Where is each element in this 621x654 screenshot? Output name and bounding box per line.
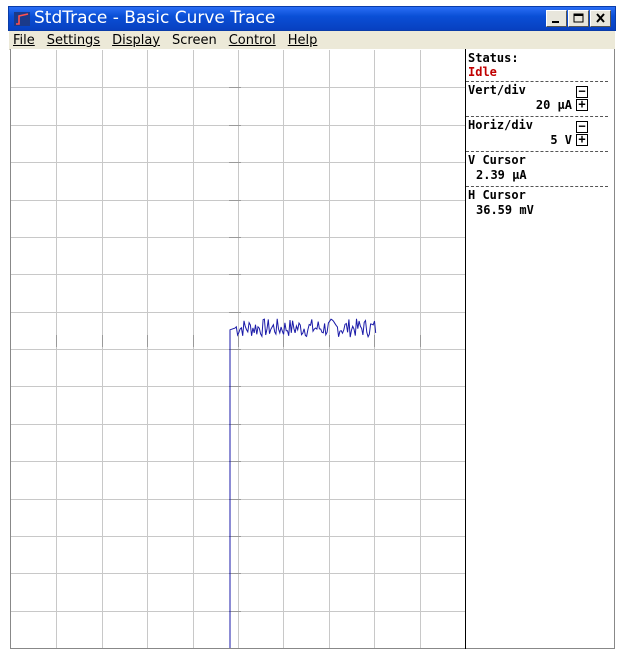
status-panel: Status: Idle Vert/div 20 µA − + Horiz/di… (466, 50, 614, 648)
app-icon (14, 12, 30, 26)
menu-bar: File Settings Display Screen Control Hel… (9, 31, 615, 50)
vert-div-section: Vert/div 20 µA − + (466, 82, 608, 117)
minimize-icon (552, 21, 559, 23)
horiz-increase-button[interactable]: + (576, 132, 588, 146)
trace-line (229, 318, 377, 648)
horiz-div-label: Horiz/div (468, 118, 534, 132)
horiz-div-value: 5 V (550, 133, 572, 147)
vert-div-value: 20 µA (535, 98, 572, 112)
menu-screen[interactable]: Screen (168, 33, 221, 48)
minus-icon: − (578, 119, 586, 133)
trace-plot[interactable] (11, 50, 465, 648)
h-cursor-section: H Cursor 36.59 mV (466, 187, 608, 217)
horiz-decrease-button[interactable]: − (576, 119, 588, 133)
minimize-button[interactable] (546, 10, 567, 27)
minus-icon: − (578, 84, 586, 98)
maximize-button[interactable] (568, 10, 589, 27)
menu-display-label: Display (112, 32, 161, 48)
close-icon (596, 13, 605, 23)
menu-settings[interactable]: Settings (43, 33, 104, 48)
menu-file[interactable]: File (9, 33, 39, 48)
plus-icon: + (578, 132, 586, 146)
menu-control-label: Control (228, 32, 276, 48)
vert-increase-button[interactable]: + (576, 97, 588, 111)
title-bar[interactable]: StdTrace - Basic Curve Trace (8, 6, 616, 31)
h-cursor-value: 36.59 mV (476, 203, 534, 217)
v-cursor-value: 2.39 µA (476, 168, 527, 182)
menu-display[interactable]: Display (108, 33, 164, 48)
menu-settings-label: Settings (46, 32, 101, 48)
menu-help[interactable]: Help (284, 33, 322, 48)
vert-div-label: Vert/div (468, 83, 526, 97)
horiz-div-section: Horiz/div 5 V − + (466, 117, 608, 152)
status-section: Status: Idle (466, 50, 608, 82)
v-cursor-label: V Cursor (468, 153, 526, 167)
window-title: StdTrace - Basic Curve Trace (34, 8, 276, 28)
menu-control[interactable]: Control (225, 33, 280, 48)
status-value: Idle (468, 65, 497, 79)
status-label: Status: (468, 51, 519, 65)
panel-divider (465, 49, 466, 649)
menu-screen-label: Screen (172, 32, 217, 48)
vert-decrease-button[interactable]: − (576, 84, 588, 98)
plus-icon: + (578, 97, 586, 111)
h-cursor-label: H Cursor (468, 188, 526, 202)
close-button[interactable] (590, 10, 611, 27)
menu-help-label: Help (287, 32, 318, 48)
maximize-icon (573, 13, 584, 23)
menu-file-label: File (13, 32, 35, 48)
v-cursor-section: V Cursor 2.39 µA (466, 152, 608, 187)
